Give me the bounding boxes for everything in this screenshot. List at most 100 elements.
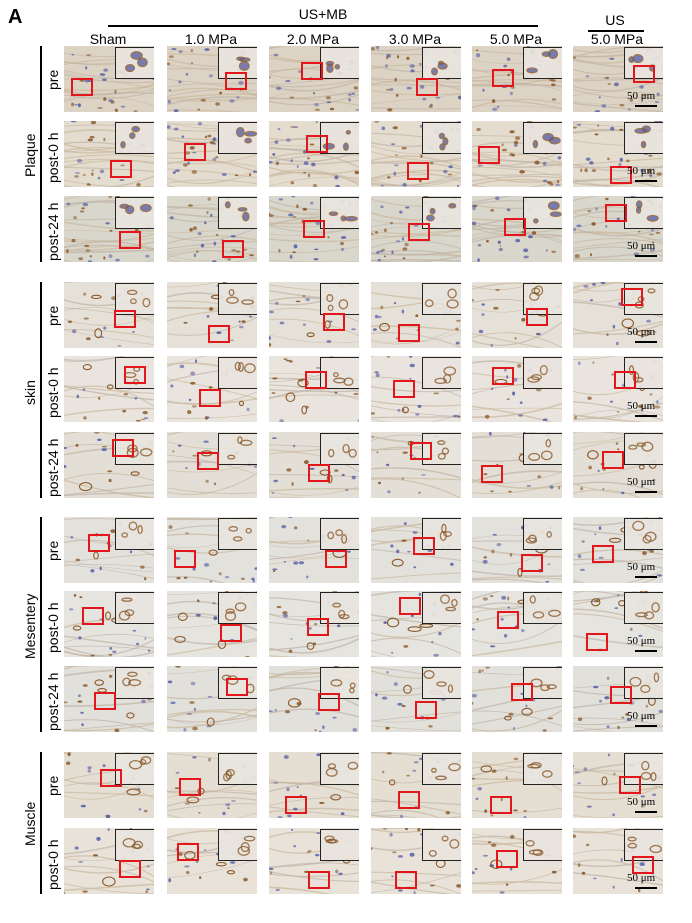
micrograph-tile xyxy=(371,282,461,348)
roi-box xyxy=(100,769,122,787)
roi-box xyxy=(632,856,654,874)
zoom-inset xyxy=(218,197,257,229)
roi-box xyxy=(119,231,141,249)
micrograph-tile xyxy=(472,591,562,657)
zoom-inset xyxy=(523,433,562,465)
micrograph-tile xyxy=(472,46,562,112)
roi-box xyxy=(399,597,421,615)
zoom-inset xyxy=(624,357,663,389)
roi-box xyxy=(416,78,438,96)
roi-box xyxy=(619,776,641,794)
micrograph-tile xyxy=(167,828,257,894)
micrograph-tile xyxy=(573,591,663,657)
roi-box xyxy=(610,686,632,704)
row-label-3-0: pre xyxy=(45,775,61,796)
zoom-inset xyxy=(320,518,359,550)
roi-box xyxy=(305,371,327,389)
micrograph-tile xyxy=(573,356,663,422)
micrograph-tile xyxy=(167,666,257,732)
roi-box xyxy=(174,550,196,568)
roi-box xyxy=(208,325,230,343)
roi-box xyxy=(301,62,323,80)
group-bracket-2 xyxy=(40,517,42,732)
scale-bar xyxy=(635,650,657,652)
micrograph-tile xyxy=(64,752,154,818)
roi-box xyxy=(496,850,518,868)
roi-box xyxy=(220,624,242,642)
row-label-2-0: pre xyxy=(45,540,61,561)
group-label-0: Plaque xyxy=(22,133,38,177)
zoom-inset xyxy=(523,197,562,229)
zoom-inset xyxy=(320,753,359,785)
roi-box xyxy=(225,72,247,90)
micrograph-tile xyxy=(64,432,154,498)
zoom-inset xyxy=(422,829,461,861)
column-label-2: 2.0 MPa xyxy=(286,31,340,47)
roi-box xyxy=(408,223,430,241)
roi-box xyxy=(614,371,636,389)
roi-box xyxy=(119,860,141,878)
micrograph-tile xyxy=(64,591,154,657)
zoom-inset xyxy=(523,122,562,154)
micrograph-tile xyxy=(167,356,257,422)
zoom-inset xyxy=(218,592,257,624)
group-label-3: Muscle xyxy=(22,801,38,846)
micrograph-tile xyxy=(371,828,461,894)
row-label-2-2: post-24 h xyxy=(45,673,61,732)
scale-bar-label: 50 μm xyxy=(627,240,656,252)
micrograph-tile xyxy=(167,517,257,583)
micrograph-tile xyxy=(573,46,663,112)
micrograph-tile xyxy=(371,666,461,732)
roi-box xyxy=(526,308,548,326)
zoom-inset xyxy=(115,592,154,624)
micrograph-tile xyxy=(371,46,461,112)
row-label-0-1: post-0 h xyxy=(45,132,61,183)
row-label-2-1: post-0 h xyxy=(45,602,61,653)
scale-bar xyxy=(635,491,657,493)
micrograph-tile xyxy=(573,828,663,894)
zoom-inset xyxy=(624,829,663,861)
group-label-2: Mesentery xyxy=(22,593,38,659)
zoom-inset xyxy=(422,47,461,79)
roi-box xyxy=(177,843,199,861)
micrograph-tile xyxy=(64,121,154,187)
scale-bar xyxy=(635,255,657,257)
zoom-inset xyxy=(422,592,461,624)
roi-box xyxy=(226,678,248,696)
panel-letter: A xyxy=(8,6,23,28)
roi-box xyxy=(307,618,329,636)
row-label-0-2: post-24 h xyxy=(45,203,61,262)
scale-bar xyxy=(635,415,657,417)
roi-box xyxy=(285,796,307,814)
roi-box xyxy=(114,310,136,328)
micrograph-tile xyxy=(573,517,663,583)
scale-bar-label: 50 μm xyxy=(627,796,656,808)
roi-box xyxy=(481,465,503,483)
roi-box xyxy=(398,324,420,342)
micrograph-tile xyxy=(573,282,663,348)
roi-box xyxy=(497,611,519,629)
group-bracket-3 xyxy=(40,752,42,894)
micrograph-tile xyxy=(167,196,257,262)
micrograph-tile xyxy=(269,432,359,498)
column-label-3: 3.0 MPa xyxy=(388,31,442,47)
micrograph-tile xyxy=(64,356,154,422)
group-header-us: US xyxy=(605,12,625,28)
zoom-inset xyxy=(624,518,663,550)
scale-bar-label: 50 μm xyxy=(627,90,656,102)
micrograph-tile xyxy=(573,121,663,187)
scale-bar-label: 50 μm xyxy=(627,561,656,573)
zoom-inset xyxy=(115,829,154,861)
zoom-inset xyxy=(218,667,257,699)
roi-box xyxy=(88,534,110,552)
zoom-inset xyxy=(218,829,257,861)
micrograph-tile xyxy=(269,828,359,894)
row-label-1-1: post-0 h xyxy=(45,367,61,418)
zoom-inset xyxy=(218,122,257,154)
micrograph-tile xyxy=(269,46,359,112)
roi-box xyxy=(492,367,514,385)
micrograph-tile xyxy=(269,356,359,422)
micrograph-tile xyxy=(64,196,154,262)
scale-bar-label: 50 μm xyxy=(627,165,656,177)
zoom-inset xyxy=(523,518,562,550)
